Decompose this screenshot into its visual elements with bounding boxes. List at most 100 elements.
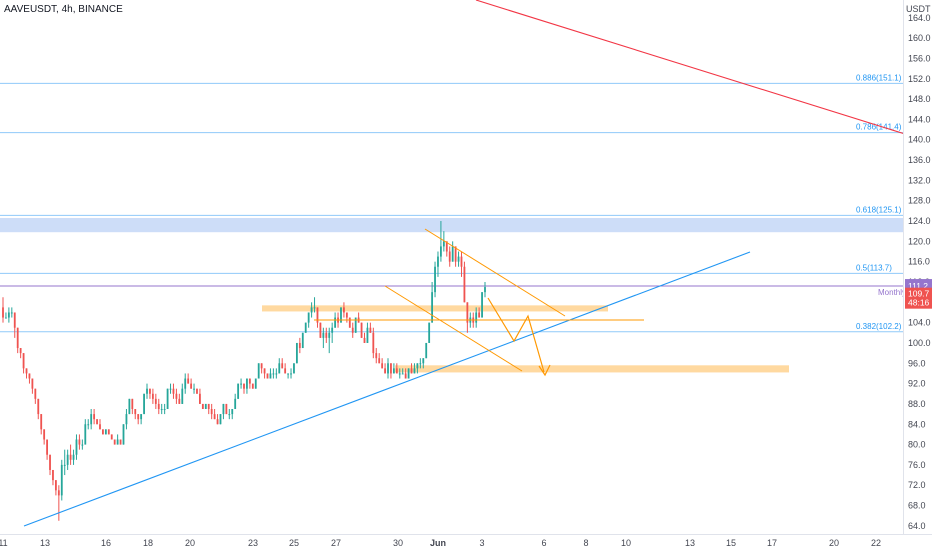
candle-body[interactable] <box>228 414 231 416</box>
candle-body[interactable] <box>90 414 93 425</box>
resistance-zone[interactable] <box>0 217 903 233</box>
candle-body[interactable] <box>351 327 354 333</box>
candle-body[interactable] <box>137 414 140 420</box>
candle-body[interactable] <box>81 444 84 446</box>
candle-body[interactable] <box>307 312 310 323</box>
candle-body[interactable] <box>110 434 113 440</box>
candle-body[interactable] <box>184 378 187 389</box>
candle-body[interactable] <box>60 464 63 496</box>
candle-body[interactable] <box>151 393 154 399</box>
candle-body[interactable] <box>442 241 445 247</box>
candle-body[interactable] <box>172 388 175 394</box>
candle-body[interactable] <box>181 388 184 404</box>
candle-body[interactable] <box>325 332 328 338</box>
candle-body[interactable] <box>84 424 87 445</box>
candle-body[interactable] <box>146 388 148 394</box>
candle-body[interactable] <box>140 414 143 420</box>
candle-body[interactable] <box>149 388 151 394</box>
candle-body[interactable] <box>384 368 386 374</box>
candle-body[interactable] <box>284 368 287 374</box>
descending-trendline[interactable] <box>475 0 906 135</box>
candle-body[interactable] <box>10 312 13 314</box>
candle-body[interactable] <box>107 429 110 435</box>
wedge-lower-line[interactable] <box>384 285 523 372</box>
candle-body[interactable] <box>225 403 228 415</box>
candle-body[interactable] <box>372 332 375 354</box>
candle-body[interactable] <box>310 307 313 313</box>
candle-body[interactable] <box>413 368 416 374</box>
candle-body[interactable] <box>40 414 43 430</box>
candle-body[interactable] <box>381 363 384 369</box>
candle-body[interactable] <box>328 332 331 338</box>
candle-body[interactable] <box>16 327 19 349</box>
candlestick-series[interactable] <box>2 221 486 521</box>
candle-body[interactable] <box>360 322 363 338</box>
candle-body[interactable] <box>78 439 81 445</box>
candle-body[interactable] <box>481 292 483 318</box>
candle-body[interactable] <box>143 393 145 415</box>
candle-body[interactable] <box>363 337 366 343</box>
candle-body[interactable] <box>387 363 389 374</box>
candle-body[interactable] <box>19 348 22 354</box>
candle-body[interactable] <box>451 246 454 262</box>
candle-body[interactable] <box>434 266 436 293</box>
candle-body[interactable] <box>254 378 257 389</box>
candle-body[interactable] <box>428 322 431 343</box>
time-axis[interactable]: 11 13 16 18 20 23 25 27 30 Jun 3 6 8 10 13 15 17 20 22 <box>0 534 932 550</box>
candle-body[interactable] <box>2 307 4 318</box>
candle-body[interactable] <box>272 373 275 375</box>
candle-body[interactable] <box>157 403 160 410</box>
candle-body[interactable] <box>260 363 263 369</box>
candle-body[interactable] <box>63 464 66 466</box>
candle-body[interactable] <box>52 469 54 481</box>
candle-body[interactable] <box>410 368 413 374</box>
projection-path[interactable] <box>487 297 545 373</box>
candle-body[interactable] <box>354 317 357 333</box>
support-zone-lower[interactable] <box>395 365 789 373</box>
ascending-trendline[interactable] <box>23 251 751 527</box>
candle-body[interactable] <box>66 454 69 465</box>
candle-body[interactable] <box>484 287 486 293</box>
candle-body[interactable] <box>278 363 281 374</box>
candle-body[interactable] <box>269 373 272 379</box>
candle-body[interactable] <box>204 403 207 410</box>
candle-body[interactable] <box>319 322 322 338</box>
candle-body[interactable] <box>234 398 237 410</box>
candle-body[interactable] <box>240 383 242 385</box>
candle-body[interactable] <box>54 480 57 491</box>
candle-body[interactable] <box>163 409 166 411</box>
candle-body[interactable] <box>116 439 119 445</box>
candle-body[interactable] <box>445 241 448 252</box>
candle-body[interactable] <box>187 378 190 384</box>
candle-body[interactable] <box>25 368 28 374</box>
candle-body[interactable] <box>478 312 481 318</box>
candle-body[interactable] <box>125 414 128 425</box>
candle-body[interactable] <box>290 373 292 375</box>
candle-body[interactable] <box>322 332 325 338</box>
candle-body[interactable] <box>440 246 442 257</box>
candle-body[interactable] <box>49 454 51 470</box>
candle-body[interactable] <box>316 307 319 323</box>
candle-body[interactable] <box>5 317 7 319</box>
candle-body[interactable] <box>298 342 301 349</box>
candle-body[interactable] <box>454 246 457 262</box>
candle-body[interactable] <box>407 368 410 379</box>
candle-body[interactable] <box>122 424 125 445</box>
candle-body[interactable] <box>193 388 195 390</box>
candle-body[interactable] <box>31 378 34 389</box>
candle-body[interactable] <box>475 312 478 323</box>
candle-body[interactable] <box>131 398 134 410</box>
candle-body[interactable] <box>72 454 75 460</box>
candle-body[interactable] <box>304 322 307 333</box>
candle-body[interactable] <box>210 409 213 415</box>
candle-body[interactable] <box>46 439 48 455</box>
candle-body[interactable] <box>340 307 342 323</box>
candle-body[interactable] <box>22 353 25 369</box>
candle-body[interactable] <box>390 363 392 374</box>
candle-body[interactable] <box>154 398 157 404</box>
candle-body[interactable] <box>313 307 316 309</box>
support-zone-upper[interactable] <box>262 305 608 312</box>
candle-body[interactable] <box>251 383 254 389</box>
candle-body[interactable] <box>246 378 248 389</box>
candle-body[interactable] <box>231 409 234 415</box>
